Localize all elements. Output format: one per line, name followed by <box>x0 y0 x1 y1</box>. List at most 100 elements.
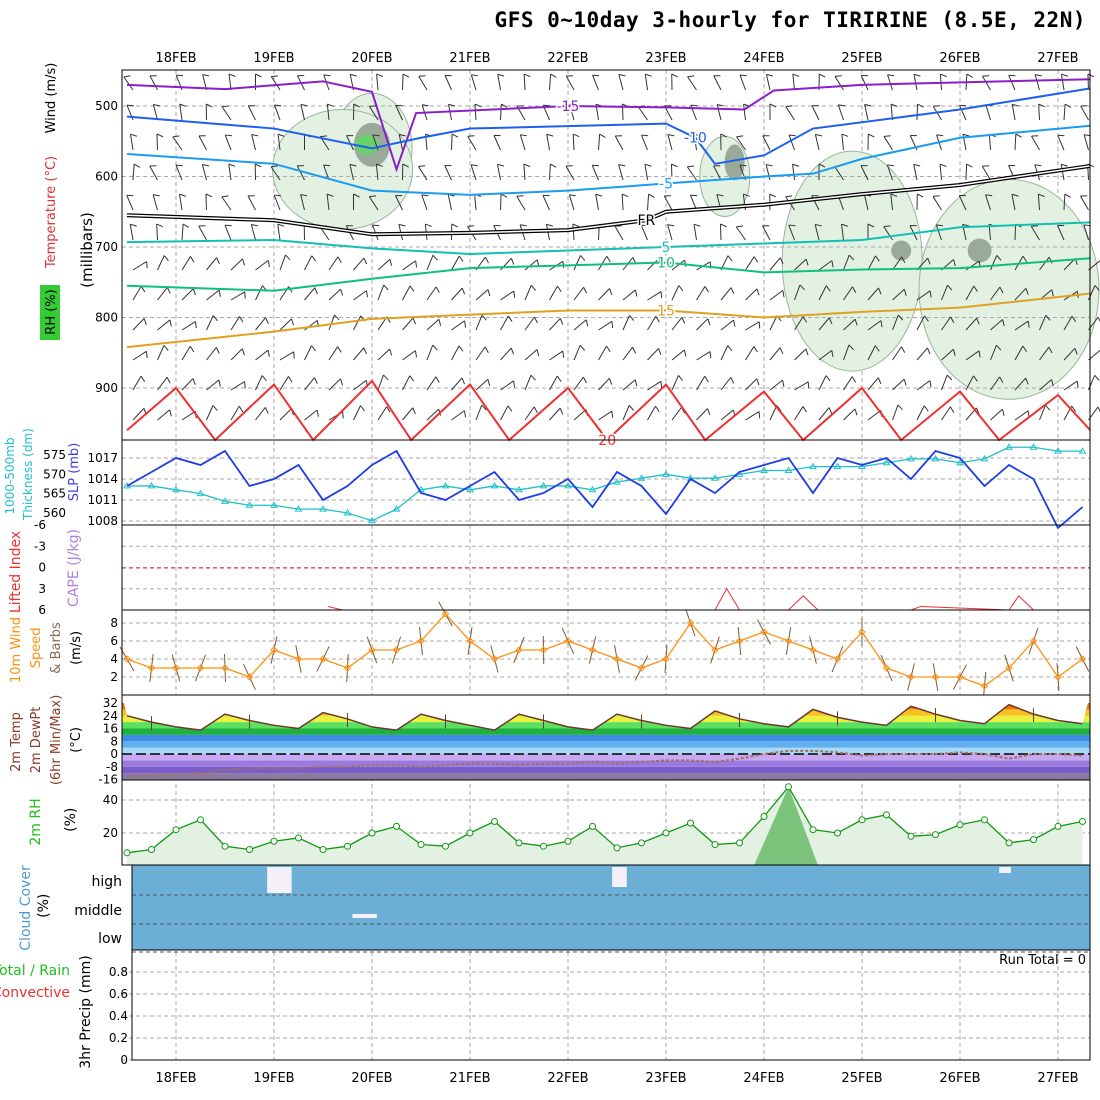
wind-barb <box>618 164 626 181</box>
wind-barb <box>818 375 831 391</box>
barb-staff <box>157 409 171 421</box>
barb-staff <box>304 319 318 331</box>
barb-flag <box>530 284 536 291</box>
barb-flag <box>973 285 978 292</box>
slp-tick: 1014 <box>87 472 118 486</box>
thickness-marker <box>147 481 156 489</box>
wind-barb <box>255 73 262 90</box>
barb-staff <box>769 289 784 301</box>
wind-barb <box>255 317 269 331</box>
wind-barb <box>1039 404 1051 421</box>
barb-staff <box>916 405 925 421</box>
wind-barb <box>549 317 564 331</box>
barb-flag <box>402 73 410 78</box>
barb-flag <box>176 74 183 77</box>
wind-barb <box>230 381 246 391</box>
barb-flag <box>1071 405 1076 412</box>
barb-staff <box>990 286 1001 301</box>
barb-staff <box>181 410 196 421</box>
rh-tick: 40 <box>103 793 118 807</box>
barb-flag <box>606 345 611 353</box>
barb-staff <box>941 316 952 331</box>
thickness-marker <box>613 478 621 485</box>
wind-barb <box>132 286 146 301</box>
barb-flag <box>169 409 172 417</box>
wind-barb <box>201 164 210 181</box>
barb-staff <box>304 377 315 391</box>
wind-speed-marker <box>490 655 499 663</box>
barb-staff <box>451 255 460 271</box>
barb-flag <box>192 378 196 385</box>
wind-barb <box>156 133 164 151</box>
rh-marker <box>417 841 425 849</box>
thickness-marker <box>343 509 352 516</box>
barb-flag <box>641 224 648 227</box>
wind-barb <box>1039 256 1053 271</box>
barb-flag <box>264 407 269 414</box>
barb-staff <box>247 195 256 211</box>
barb-staff <box>614 135 624 151</box>
barb-staff <box>326 104 330 121</box>
wind-barb <box>402 317 417 331</box>
barb-flag <box>212 405 218 411</box>
barb-staff <box>686 166 697 181</box>
barb-staff <box>1063 315 1073 331</box>
barb-flag <box>1031 135 1039 137</box>
barb-staff <box>523 164 526 181</box>
wind-barb <box>690 104 698 121</box>
barb-flag <box>683 349 687 357</box>
barb-flag <box>291 318 294 326</box>
barb-flag <box>386 406 391 413</box>
wind-barb <box>792 73 800 91</box>
wind-barb <box>1063 315 1077 331</box>
barb-flag <box>166 376 171 384</box>
top-date-label: 26FEB <box>939 51 980 66</box>
barb-flag <box>756 288 760 296</box>
barb-flag <box>140 375 146 383</box>
wind-barb <box>939 163 947 181</box>
wind-barb <box>647 316 660 331</box>
wind-barb <box>451 320 467 331</box>
wind-barb <box>667 224 675 241</box>
barb-staff <box>572 224 575 241</box>
barb-staff <box>402 317 414 331</box>
barb-flag <box>736 225 744 228</box>
barb-flag <box>228 163 236 167</box>
wind-barb <box>221 195 232 211</box>
barb-staff <box>614 225 624 241</box>
barb-flag <box>982 75 990 77</box>
barb-flag <box>156 223 164 228</box>
temp-tick: 8 <box>110 734 118 748</box>
wind-barb <box>247 105 256 121</box>
barb-flag <box>202 73 210 77</box>
wind-barb <box>224 224 232 241</box>
rh-axis-label: 2m RH (%) <box>28 798 79 845</box>
barb-flag <box>293 351 295 359</box>
barb-flag <box>618 164 626 167</box>
barb-flag <box>1012 103 1019 107</box>
temp-tick: -8 <box>106 760 118 774</box>
wind-barb <box>353 103 360 121</box>
wind-barb <box>179 193 187 211</box>
wind-barb <box>843 254 855 271</box>
barb-staff <box>990 319 1003 331</box>
barb-flag <box>409 375 415 382</box>
barb-flag <box>831 350 834 358</box>
barb-staff <box>328 256 339 271</box>
barb-flag <box>788 134 796 137</box>
wind-barb <box>958 194 967 211</box>
barb-flag <box>952 349 956 356</box>
barb-flag <box>543 104 550 107</box>
wind-barb <box>156 223 164 241</box>
thickness-marker <box>441 481 450 489</box>
barb-staff <box>230 348 243 361</box>
barb-flag <box>932 195 940 197</box>
barb-staff <box>765 164 771 181</box>
wind-barb <box>353 405 365 421</box>
wind-barb <box>398 223 406 241</box>
barb-flag <box>933 105 940 107</box>
wind-barb <box>716 103 724 121</box>
rh-marker <box>221 842 229 850</box>
barb-staff <box>230 258 243 271</box>
barb-staff <box>867 345 876 361</box>
